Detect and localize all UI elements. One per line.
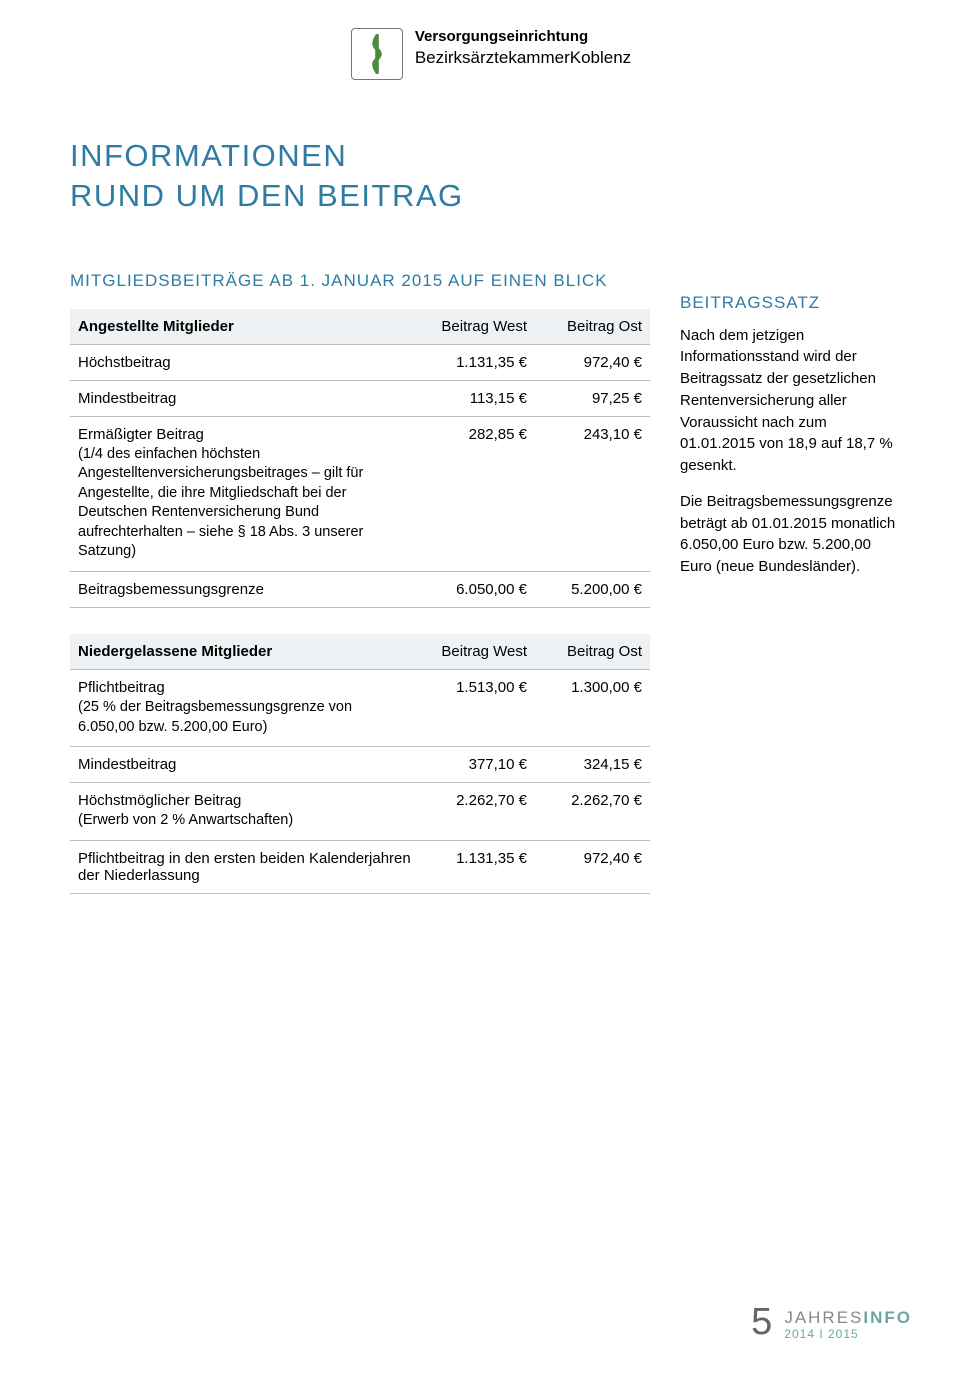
table-row: Pflichtbeitrag (25 % der Beitragsbemessu… [70,669,650,746]
sidebar-heading: BEITRAGSSATZ [680,293,898,313]
th-label: Niedergelassene Mitglieder [70,634,420,670]
table-header-row: Angestellte Mitglieder Beitrag West Beit… [70,309,650,345]
table-row: Beitragsbemessungsgrenze 6.050,00 € 5.20… [70,571,650,607]
th-west: Beitrag West [420,634,535,670]
sidebar-body: Nach dem jetzigen Informationsstand wird… [680,325,898,578]
footer: 5 JAHRESINFO 2014 I 2015 [751,1303,912,1341]
th-ost: Beitrag Ost [535,309,650,345]
table-row: Höchstbeitrag 1.131,35 € 972,40 € [70,344,650,380]
th-west: Beitrag West [420,309,535,345]
page-number: 5 [751,1303,772,1341]
section-heading: MITGLIEDSBEITRÄGE AB 1. JANUAR 2015 AUF … [70,271,650,291]
table-row: Mindestbeitrag 113,15 € 97,25 € [70,380,650,416]
th-ost: Beitrag Ost [535,634,650,670]
table-row: Höchstmöglicher Beitrag (Erwerb von 2 % … [70,783,650,841]
org-line1: Versorgungseinrichtung [415,28,631,47]
org-line2: BezirksärztekammerKoblenz [415,47,631,68]
table-row: Pflichtbeitrag in den ersten beiden Kale… [70,840,650,893]
table-row: Mindestbeitrag 377,10 € 324,15 € [70,747,650,783]
logo-icon [351,28,403,80]
table-row: Ermäßigter Beitrag (1/4 des einfachen hö… [70,416,650,571]
footer-label: JAHRESINFO 2014 I 2015 [784,1309,912,1341]
logo-text: Versorgungseinrichtung Bezirksärztekamme… [415,28,631,68]
table-angestellte: Angestellte Mitglieder Beitrag West Beit… [70,309,650,608]
sidebar: BEITRAGSSATZ Nach dem jetzigen Informati… [680,271,898,894]
page-title: INFORMATIONEN RUND UM DEN BEITRAG [70,136,912,217]
header-logo: Versorgungseinrichtung Bezirksärztekamme… [70,28,912,80]
table-niedergelassene: Niedergelassene Mitglieder Beitrag West … [70,634,650,894]
th-label: Angestellte Mitglieder [70,309,420,345]
table-header-row: Niedergelassene Mitglieder Beitrag West … [70,634,650,670]
